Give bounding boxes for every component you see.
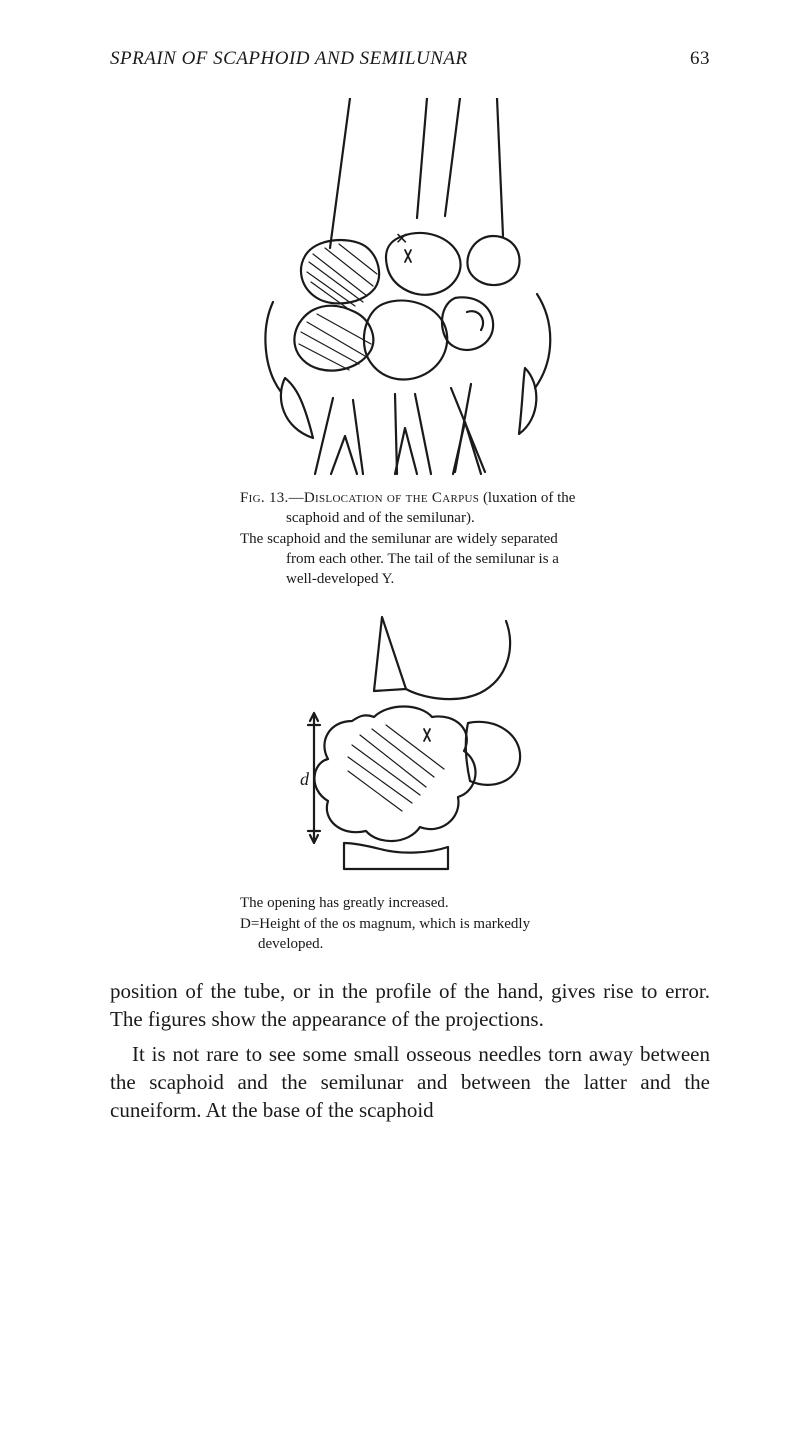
figure-14-caption-line2: D=Height of the os magnum, which is mark… [240,914,580,955]
running-head: SPRAIN OF SCAPHOID AND SEMILUNAR 63 [110,48,710,70]
figure-13-desc-prefix: The [240,531,263,547]
body-paragraph-1: position of the tube, or in the profile … [110,978,710,1033]
figure-13-label-prefix: Fig. 13.— [240,490,304,506]
figure-13-caption: Fig. 13.—Dislocation of the Carpus (luxa… [240,488,580,589]
running-title: SPRAIN OF SCAPHOID AND SEMILUNAR [110,48,468,70]
svg-text:d: d [300,769,310,789]
figure-13-caption-line1: Fig. 13.—Dislocation of the Carpus (luxa… [240,488,580,529]
page: SPRAIN OF SCAPHOID AND SEMILUNAR 63 [0,0,800,1165]
figure-13: ✕ [240,98,580,589]
figure-14: d The opening has greatly increased. D=H… [240,613,580,954]
figure-14-caption-line1: The opening has greatly increased. [240,893,580,913]
figure-14-caption: The opening has greatly increased. D=Hei… [240,893,580,954]
body-paragraph-2: It is not rare to see some small osseous… [110,1041,710,1124]
svg-text:✕: ✕ [395,231,408,248]
figure-13-desc: scaphoid and the semilunar are widely se… [263,531,559,588]
page-number: 63 [690,48,710,70]
figure-13-caption-line2: The scaphoid and the semilunar are widel… [240,529,580,590]
figure-13-svg: ✕ [255,98,565,478]
figure-14-svg: d [270,613,550,883]
figure-13-label-title: Dislocation of the Carpus [304,490,479,506]
